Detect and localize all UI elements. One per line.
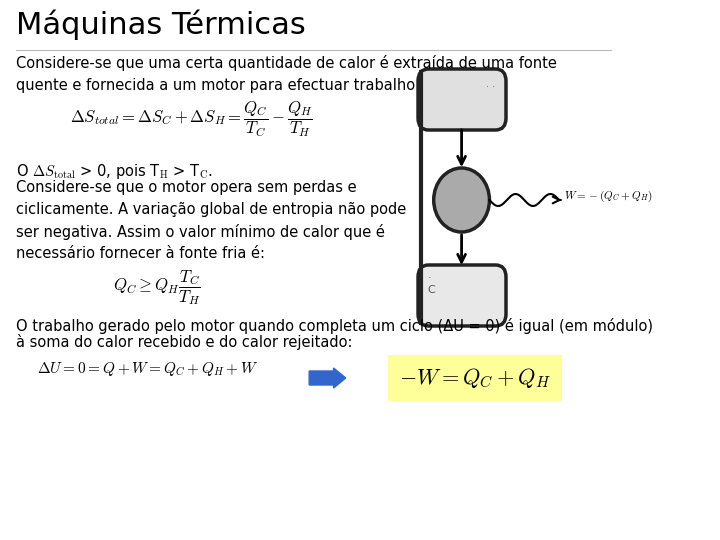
Text: O trabalho gerado pelo motor quando completa um ciclo (ΔU = 0) é igual (em módul: O trabalho gerado pelo motor quando comp… [16,318,652,334]
Text: $W = -(Q_C + Q_H)$: $W = -(Q_C + Q_H)$ [564,188,653,204]
Text: $\Delta U = 0 = Q + W = Q_C + Q_H + W$: $\Delta U = 0 = Q + W = Q_C + Q_H + W$ [37,360,258,378]
Text: · ·: · · [486,82,495,92]
Text: Considere-se que uma certa quantidade de calor é extraída de uma fonte
quente e : Considere-se que uma certa quantidade de… [16,55,557,92]
Text: $-W = Q_C + Q_H$: $-W = Q_C + Q_H$ [399,366,551,390]
Text: ·
C: · C [428,273,436,295]
Circle shape [433,168,490,232]
FancyArrow shape [309,368,346,388]
FancyBboxPatch shape [418,69,506,130]
Text: Máquinas Térmicas: Máquinas Térmicas [16,10,305,40]
Text: $Q_C \geq Q_H\dfrac{T_C}{T_H}$: $Q_C \geq Q_H\dfrac{T_C}{T_H}$ [113,268,201,307]
Text: $\Delta S_{total} = \Delta S_C + \Delta S_H = \dfrac{Q_C}{T_C} - \dfrac{Q_H}{T_H: $\Delta S_{total} = \Delta S_C + \Delta … [70,100,313,139]
FancyBboxPatch shape [418,265,506,326]
Text: à soma do calor recebido e do calor rejeitado:: à soma do calor recebido e do calor reje… [16,334,352,350]
Text: Considere-se que o motor opera sem perdas e
ciclicamente. A variação global de e: Considere-se que o motor opera sem perda… [16,180,406,261]
Text: O $\Delta S_{\rm total}$ > 0, pois T$_{\rm H}$ > T$_{\rm C}$.: O $\Delta S_{\rm total}$ > 0, pois T$_{\… [16,162,212,181]
